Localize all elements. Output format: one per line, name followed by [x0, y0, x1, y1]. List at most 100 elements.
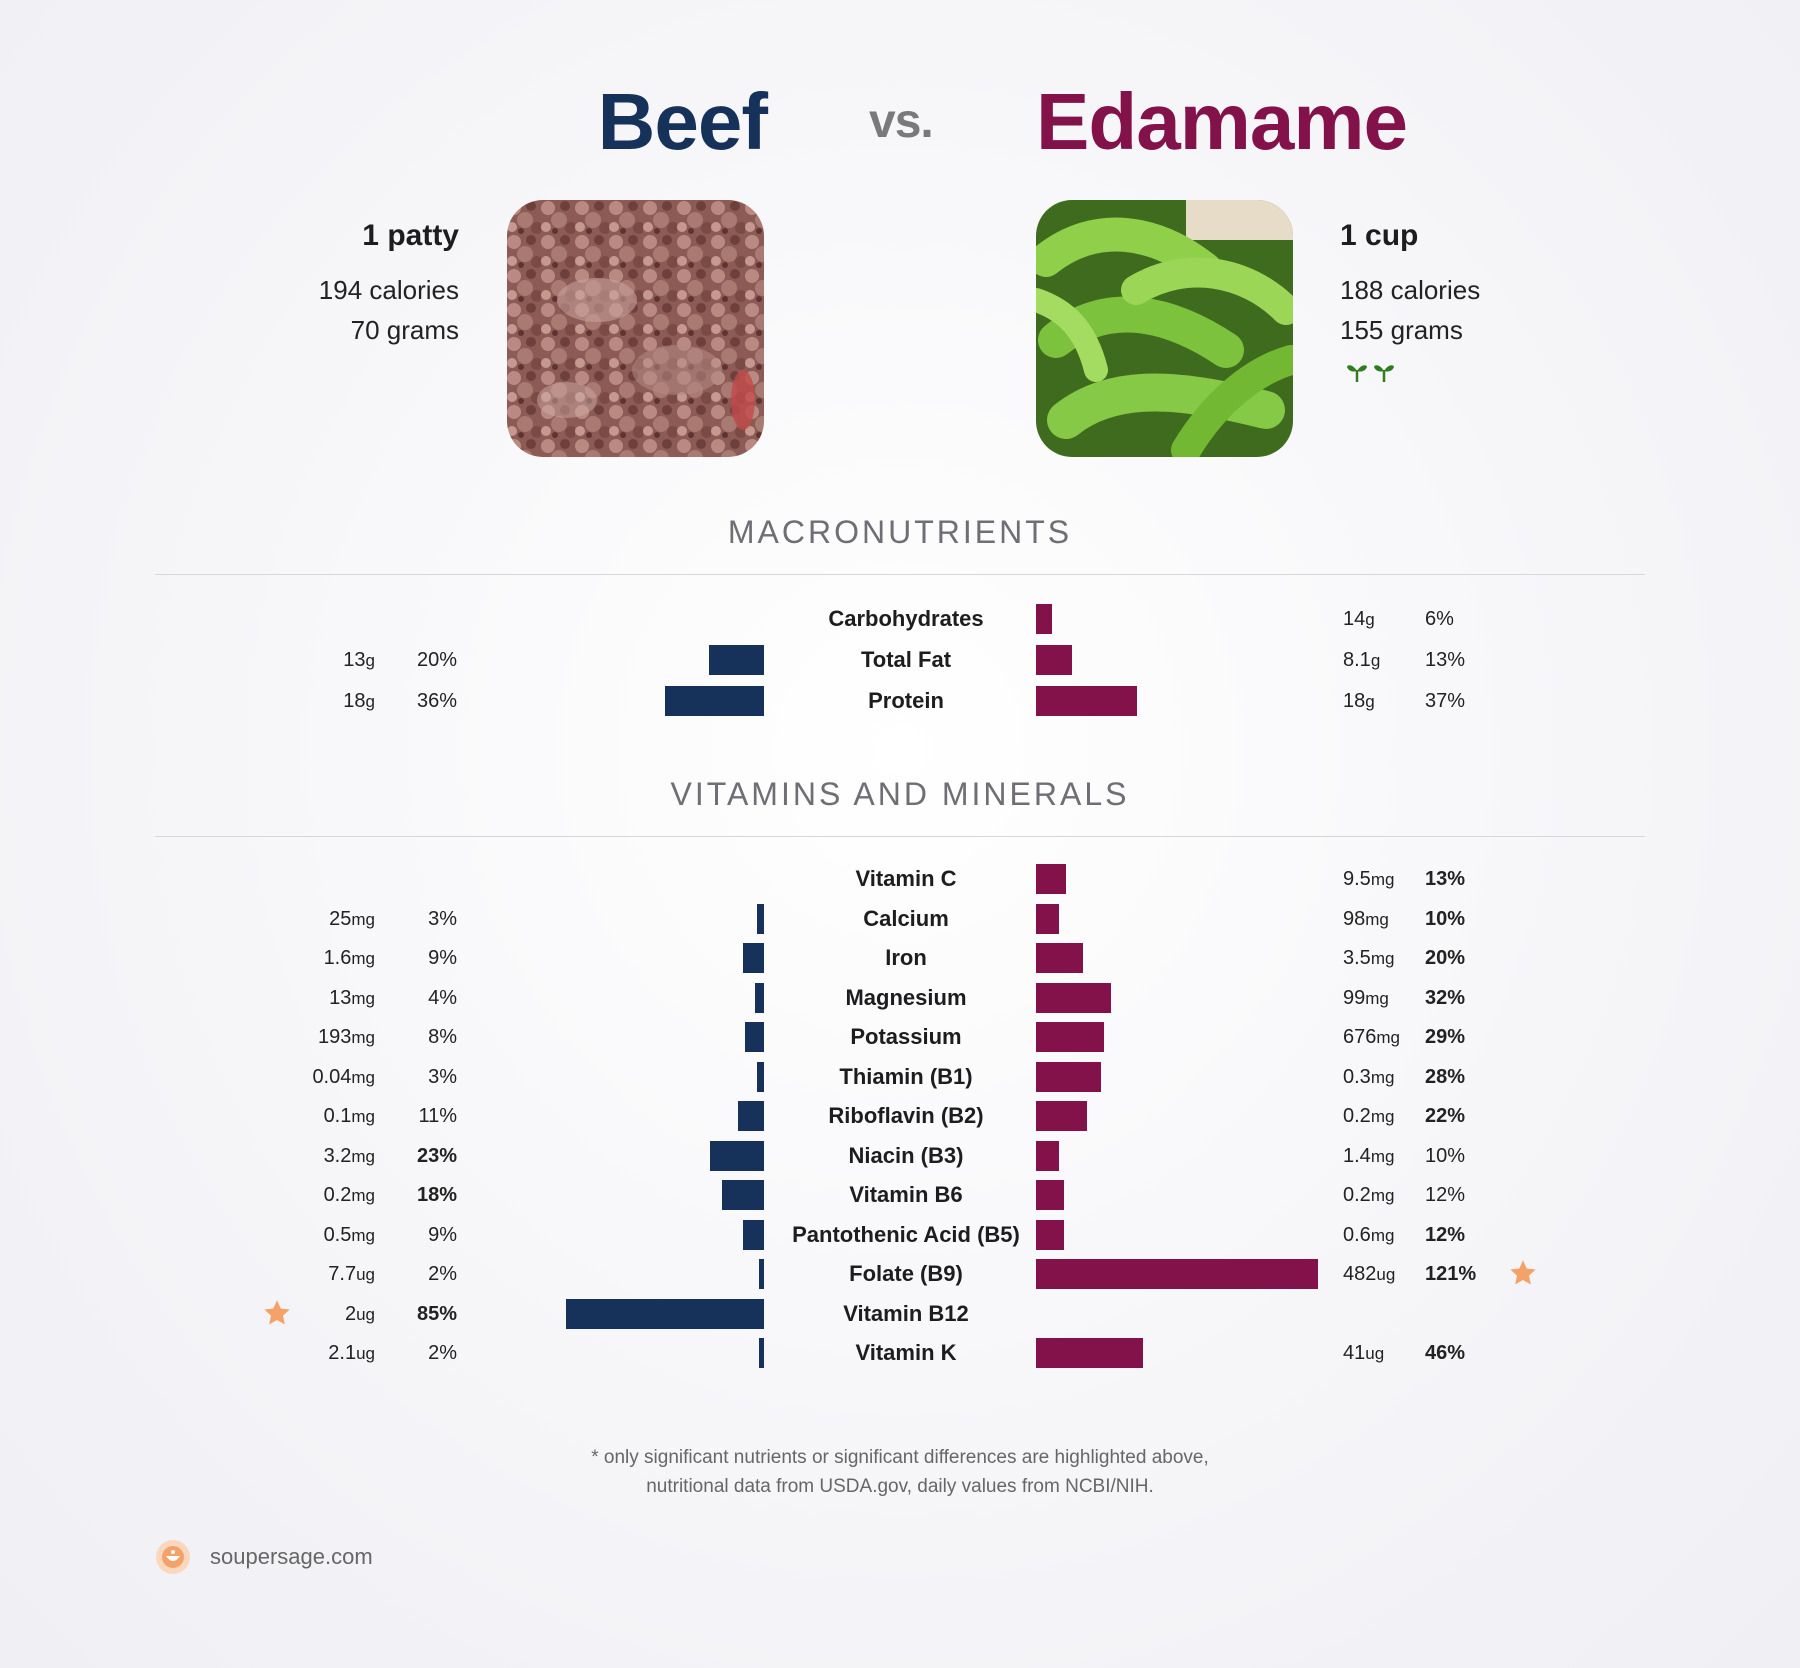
beef-bar-vitamin-b12	[565, 1298, 764, 1329]
label-magnesium: Magnesium	[845, 984, 967, 1010]
vs-label: vs.	[869, 95, 934, 148]
macronutrients-title: MACRONUTRIENTS	[727, 514, 1073, 550]
edamame-amount-thiamin-b1: 0.3mg	[1343, 1064, 1394, 1091]
label-calcium: Calcium	[863, 905, 949, 931]
edamame-percent-carbohydrates: 6%	[1425, 608, 1454, 630]
label-riboflavin-b2: Riboflavin (B2)	[828, 1103, 984, 1128]
beef-bar-protein	[665, 686, 764, 716]
edamame-percent-niacin-b3: 10%	[1425, 1144, 1466, 1167]
soupersage-logo-icon	[155, 1539, 191, 1580]
brand-name[interactable]: soupersage.com	[210, 1544, 373, 1569]
beef-calories: 194 calories	[318, 275, 459, 305]
edamame-amount-magnesium: 99mg	[1343, 985, 1389, 1012]
beef-amount-value-thiamin-b1: 0.04	[312, 1065, 352, 1088]
beef-amount-pantothenic-acid-b5: 0.5mg	[324, 1222, 375, 1249]
edamame-percent-folate-b9: 121%	[1425, 1263, 1477, 1285]
beef-star-icon-vitamin-b12	[262, 1298, 292, 1333]
beef-title: Beef	[597, 77, 768, 166]
edamame-amount-value-iron: 3.5	[1343, 947, 1371, 969]
edamame-amount-unit-calcium: mg	[1365, 909, 1389, 929]
edamame-bar-vitamin-b6	[1036, 1180, 1064, 1210]
beef-percent-magnesium: 4%	[428, 986, 457, 1009]
beef-amount-unit-folate-b9: ug	[356, 1265, 375, 1284]
edamame-amount-unit-thiamin-b1: mg	[1370, 1067, 1395, 1087]
beef-amount-value-vitamin-b6: 0.2	[323, 1184, 352, 1206]
edamame-amount-value-vitamin-c: 9.5	[1343, 868, 1371, 890]
edamame-amount-value-pantothenic-acid-b5: 0.6	[1343, 1223, 1371, 1246]
beef-amount-value-riboflavin-b2: 0.1	[323, 1105, 352, 1127]
beef-amount-unit-calcium: mg	[351, 909, 375, 929]
label-vitamin-c: Vitamin C	[855, 866, 957, 891]
beef-percent-protein: 36%	[416, 690, 457, 712]
edamame-amount-vitamin-k: 41ug	[1343, 1340, 1384, 1367]
beef-percent-folate-b9: 2%	[428, 1263, 457, 1285]
beef-amount-value-protein: 18	[343, 690, 366, 712]
beef-amount-unit-magnesium: mg	[351, 988, 375, 1008]
macronutrients-divider	[155, 574, 1645, 575]
edamame-percent-iron: 20%	[1425, 947, 1466, 969]
edamame-amount-unit-folate-b9: ug	[1376, 1265, 1396, 1284]
beef-percent-niacin-b3: 23%	[416, 1144, 457, 1167]
edamame-amount-value-vitamin-k: 41	[1343, 1342, 1366, 1364]
beef-amount-unit-protein: g	[365, 692, 375, 711]
edamame-star-icon-folate-b9	[1508, 1258, 1538, 1293]
beef-amount-value-calcium: 25	[329, 907, 352, 930]
edamame-amount-unit-riboflavin-b2: mg	[1370, 1107, 1395, 1126]
beef-amount-value-niacin-b3: 3.2	[323, 1144, 352, 1167]
beef-bar-pantothenic-acid-b5	[743, 1219, 764, 1250]
beef-amount-value-magnesium: 13	[329, 986, 352, 1009]
edamame-bar-magnesium	[1036, 982, 1111, 1013]
label-vitamin-b6: Vitamin B6	[849, 1182, 963, 1207]
label-folate-b9: Folate (B9)	[849, 1261, 963, 1286]
edamame-amount-niacin-b3: 1.4mg	[1343, 1143, 1394, 1170]
beef-amount-unit-riboflavin-b2: mg	[351, 1107, 375, 1126]
beef-amount-value-iron: 1.6	[323, 947, 352, 969]
beef-amount-thiamin-b1: 0.04mg	[312, 1064, 375, 1091]
edamame-title: Edamame	[1036, 77, 1408, 166]
beef-amount-iron: 1.6mg	[324, 945, 375, 972]
beef-percent-thiamin-b1: 3%	[428, 1065, 457, 1088]
label-vitamin-b12: Vitamin B12	[843, 1300, 969, 1326]
beef-bar-potassium	[745, 1022, 764, 1052]
label-total-fat: Total Fat	[860, 647, 952, 672]
edamame-amount-protein: 18g	[1343, 688, 1375, 715]
edamame-amount-value-vitamin-b6: 0.2	[1343, 1184, 1371, 1206]
beef-bar-vitamin-b6	[722, 1180, 764, 1210]
edamame-amount-unit-vitamin-k: ug	[1365, 1344, 1385, 1363]
edamame-photo	[1036, 200, 1293, 457]
beef-percent-iron: 9%	[428, 947, 457, 969]
beef-amount-value-total-fat: 13	[343, 649, 366, 671]
edamame-percent-thiamin-b1: 28%	[1425, 1065, 1466, 1088]
edamame-bar-folate-b9	[1036, 1259, 1318, 1289]
edamame-amount-value-calcium: 98	[1343, 907, 1366, 930]
beef-percent-total-fat: 20%	[416, 649, 457, 671]
edamame-bar-vitamin-c	[1036, 864, 1067, 894]
edamame-amount-pantothenic-acid-b5: 0.6mg	[1343, 1222, 1394, 1249]
edamame-amount-value-protein: 18	[1343, 690, 1366, 712]
edamame-grams: 155 grams	[1340, 315, 1463, 345]
edamame-percent-vitamin-c: 13%	[1425, 868, 1466, 890]
edamame-percent-protein: 37%	[1425, 690, 1466, 712]
beef-amount-unit-niacin-b3: mg	[351, 1146, 375, 1166]
edamame-amount-unit-vitamin-b6: mg	[1370, 1186, 1395, 1205]
edamame-amount-unit-total-fat: g	[1370, 651, 1381, 670]
beef-amount-value-pantothenic-acid-b5: 0.5	[323, 1223, 352, 1246]
edamame-amount-total-fat: 8.1g	[1343, 647, 1380, 674]
beef-amount-vitamin-b12: 2ug	[345, 1301, 375, 1328]
beef-amount-unit-vitamin-b6: mg	[351, 1186, 375, 1205]
beef-amount-total-fat: 13g	[343, 647, 375, 674]
label-potassium: Potassium	[850, 1024, 962, 1049]
beef-amount-unit-vitamin-k: ug	[356, 1344, 375, 1363]
label-pantothenic-acid-b5: Pantothenic Acid (B5)	[792, 1221, 1020, 1247]
beef-amount-calcium: 25mg	[329, 906, 375, 933]
edamame-amount-folate-b9: 482ug	[1343, 1261, 1395, 1288]
edamame-bar-protein	[1036, 686, 1138, 716]
edamame-bar-riboflavin-b2	[1036, 1101, 1088, 1131]
edamame-percent-vitamin-k: 46%	[1425, 1342, 1466, 1364]
edamame-percent-calcium: 10%	[1425, 907, 1466, 930]
edamame-amount-unit-magnesium: mg	[1365, 988, 1389, 1008]
beef-bar-niacin-b3	[710, 1140, 764, 1171]
edamame-amount-iron: 3.5mg	[1343, 945, 1394, 972]
beef-percent-potassium: 8%	[428, 1026, 457, 1048]
beef-amount-unit-vitamin-b12: ug	[356, 1304, 375, 1324]
